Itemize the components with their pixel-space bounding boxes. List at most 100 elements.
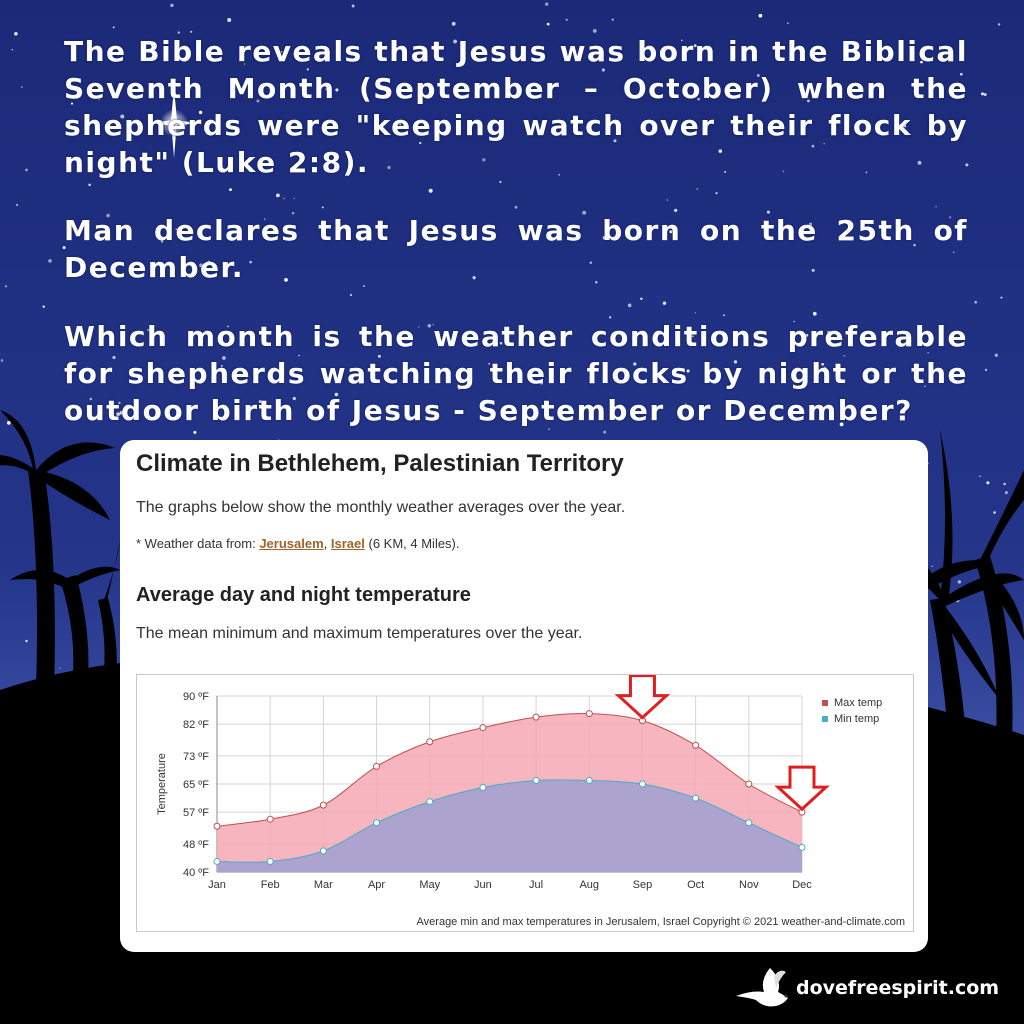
star <box>913 243 916 247</box>
star <box>589 261 593 264</box>
star <box>283 197 285 200</box>
x-tick-label: Dec <box>792 879 812 891</box>
star <box>98 98 100 101</box>
star <box>782 170 785 173</box>
temperature-chart: 40 ºF 48 ºF 57 ºF 65 ºF 73 ºF 82 ºF 90 ºF Jan Fe… <box>156 675 905 928</box>
star <box>457 386 462 390</box>
star <box>14 31 18 36</box>
star <box>427 324 432 328</box>
star <box>931 565 933 567</box>
y-axis-label: Temperature <box>156 753 168 815</box>
star <box>858 85 863 90</box>
headline-paragraph-1: The Bible reveals that Jesus was born in… <box>64 35 968 179</box>
star <box>546 91 549 94</box>
star <box>793 320 795 323</box>
max-temp-point <box>479 724 487 732</box>
star <box>627 303 632 308</box>
star <box>387 165 391 170</box>
star <box>193 430 197 434</box>
star <box>693 44 697 48</box>
star <box>1003 482 1006 486</box>
min-temp-point <box>266 857 274 865</box>
section-description: The mean minimum and maximum temperature… <box>136 625 583 642</box>
star <box>691 335 694 338</box>
x-tick-label: Apr <box>368 879 385 891</box>
star <box>175 228 178 230</box>
star <box>640 297 643 300</box>
section-title: Average day and night temperature <box>136 584 471 606</box>
star <box>812 311 817 316</box>
star <box>839 422 844 427</box>
star <box>227 325 229 328</box>
x-tick-label: Jan <box>208 879 226 891</box>
star <box>959 72 963 76</box>
star <box>275 193 280 198</box>
star <box>25 168 28 172</box>
star <box>0 359 4 362</box>
max-temp-point <box>319 801 327 809</box>
card-title: Climate in Bethlehem, Palestinian Territ… <box>136 450 624 477</box>
arrow-sep-icon <box>614 675 671 720</box>
star <box>170 3 174 8</box>
max-temp-point <box>745 780 753 788</box>
star <box>298 354 300 357</box>
star <box>807 99 810 103</box>
legend-label-min: Min temp <box>834 713 879 725</box>
max-temp-point <box>266 815 274 823</box>
star <box>539 381 544 385</box>
star <box>613 139 617 143</box>
star <box>872 374 875 377</box>
link-israel[interactable]: Israel <box>330 536 365 551</box>
star <box>119 410 124 415</box>
star <box>927 352 929 354</box>
star <box>787 22 789 24</box>
card-description: The graphs below show the monthly weathe… <box>136 499 626 516</box>
note-separator: , <box>323 536 331 551</box>
star <box>514 205 518 209</box>
link-jerusalem[interactable]: Jerusalem <box>259 536 324 551</box>
star <box>821 362 824 366</box>
star <box>979 475 981 477</box>
max-temp-point <box>692 741 700 749</box>
y-tick-label: 82 ºF <box>183 719 209 731</box>
star <box>70 102 74 105</box>
star <box>718 149 723 153</box>
star <box>363 285 366 288</box>
star <box>997 23 1001 26</box>
headline-paragraph-3: Which month is the weather conditions pr… <box>64 320 968 427</box>
star <box>499 341 503 345</box>
min-temp-point <box>585 776 593 784</box>
star <box>258 400 262 404</box>
star <box>21 86 23 88</box>
star <box>263 218 266 220</box>
star <box>199 263 203 268</box>
star <box>974 300 978 304</box>
star <box>1004 491 1008 495</box>
star <box>488 363 490 365</box>
legend-label-max: Max temp <box>834 697 882 709</box>
min-temp-line <box>216 779 803 863</box>
star <box>453 39 457 44</box>
star <box>920 60 923 64</box>
x-tick-label: Jun <box>474 879 492 891</box>
star <box>213 401 217 405</box>
star <box>472 56 477 61</box>
note-prefix: * Weather data from: <box>136 536 260 551</box>
x-tick-label: Sep <box>633 879 653 891</box>
star <box>432 323 434 326</box>
star <box>42 305 45 308</box>
x-tick-label: Nov <box>739 879 759 891</box>
star <box>120 114 125 119</box>
star <box>89 397 93 401</box>
bright-star-icon <box>150 88 198 158</box>
star <box>378 354 381 358</box>
max-temp-point <box>373 762 381 770</box>
star <box>325 87 329 91</box>
star <box>160 240 164 243</box>
star <box>965 163 969 167</box>
star <box>25 639 28 643</box>
star <box>177 31 181 34</box>
chart-footer: Average min and max temperatures in Jeru… <box>417 916 905 928</box>
min-temp-point <box>692 794 700 802</box>
y-tick-label: 90 ºF <box>183 691 209 703</box>
